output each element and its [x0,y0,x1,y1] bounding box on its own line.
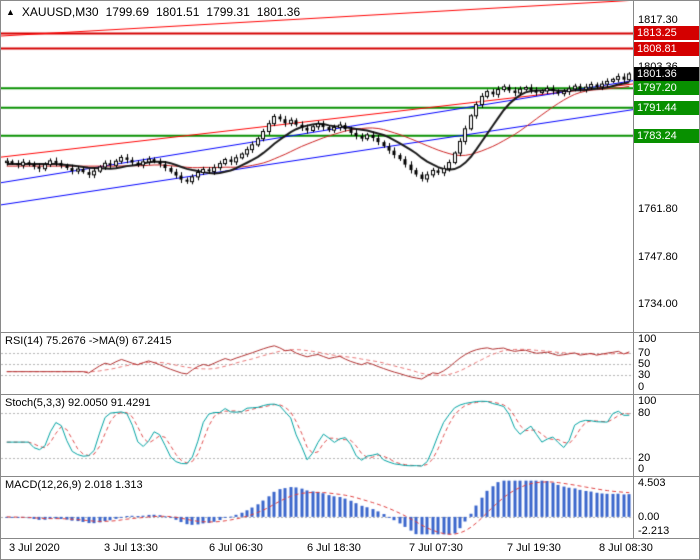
axis-tick-label: 100 [638,333,657,345]
low-value: 1799.31 [206,5,250,19]
axis-tick-label: 50 [638,357,651,370]
time-axis-label: 8 Jul 08:30 [599,542,653,554]
time-axis-label: 7 Jul 19:30 [507,542,561,554]
chart-info-bar: ▲ XAUUSD,M30 1799.69 1801.51 1799.31 180… [6,5,300,19]
main-chart-canvas[interactable] [1,1,635,332]
time-axis-label: 6 Jul 06:30 [209,542,263,554]
axis-tick-label: 1817.30 [638,13,678,26]
axis-tick-label: 1761.80 [638,202,678,215]
price-level-badge: 1808.81 [634,42,699,56]
macd-panel[interactable]: MACD(12,26,9) 2.018 1.313 4.503 0.00 -2.21… [1,477,699,539]
stochastic-axis: 100 80 20 0 [633,395,699,476]
stochastic-indicator-label: Stoch(5,3,3) 92.0050 91.4291 [5,397,151,409]
axis-tick-label: 0.00 [638,510,660,523]
axis-tick-label: 100 [638,395,657,407]
symbol-timeframe-label: XAUUSD,M30 [21,5,99,19]
price-level-badge: 1813.25 [634,26,699,40]
macd-indicator-label: MACD(12,26,9) 2.018 1.313 [5,479,143,491]
axis-tick-label: -2.213 [638,525,670,537]
stochastic-canvas[interactable] [1,395,635,476]
axis-tick-label: 20 [638,452,651,464]
price-axis: 1817.301803.361761.801747.801734.001813.… [633,1,699,332]
time-axis-label: 3 Jul 13:30 [104,542,158,554]
time-axis[interactable]: 3 Jul 2020 3 Jul 13:30 6 Jul 06:30 6 Jul 18… [1,539,699,559]
price-level-badge: 1797.20 [634,81,699,95]
rsi-axis: 100 70 50 30 0 [633,333,699,394]
price-level-badge: 1801.36 [634,67,699,81]
up-arrow-icon: ▲ [6,7,15,17]
axis-tick-label: 30 [638,368,651,381]
time-axis-label: 6 Jul 18:30 [307,542,361,554]
high-value: 1801.51 [156,5,200,19]
axis-tick-label: 70 [638,346,651,359]
axis-tick-label: 0 [638,463,645,475]
axis-tick-label: 1734.00 [638,297,678,310]
axis-tick-label: 0 [638,381,645,393]
open-value: 1799.69 [105,5,149,19]
rsi-canvas[interactable] [1,333,635,394]
time-axis-label: 3 Jul 2020 [9,542,60,554]
axis-tick-label: 4.503 [638,477,666,489]
stochastic-panel[interactable]: Stoch(5,3,3) 92.0050 91.4291 100 80 20 0 [1,395,699,477]
main-chart-panel[interactable]: ▲ XAUUSD,M30 1799.69 1801.51 1799.31 180… [1,1,699,333]
close-value: 1801.36 [256,5,301,19]
time-axis-label: 7 Jul 07:30 [409,542,463,554]
price-level-badge: 1783.24 [634,129,699,143]
price-level-badge: 1791.44 [634,101,699,115]
macd-canvas[interactable] [1,477,635,538]
rsi-indicator-label: RSI(14) 75.2676 ->MA(9) 67.2415 [5,335,172,347]
macd-axis: 4.503 0.00 -2.213 [633,477,699,538]
axis-tick-label: 80 [638,407,651,419]
axis-tick-label: 1747.80 [638,250,678,263]
rsi-panel[interactable]: RSI(14) 75.2676 ->MA(9) 67.2415 100 70 50 3… [1,333,699,395]
